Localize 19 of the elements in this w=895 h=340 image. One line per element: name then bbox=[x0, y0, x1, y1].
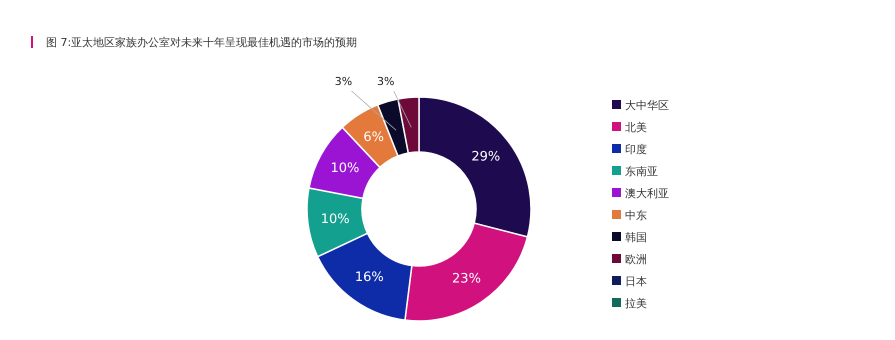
data-label: 10% bbox=[320, 212, 350, 228]
legend-label: 中东 bbox=[625, 209, 647, 222]
data-label: 23% bbox=[452, 271, 481, 286]
legend-label: 日本 bbox=[625, 275, 647, 288]
legend-label: 印度 bbox=[625, 143, 647, 156]
data-label: 16% bbox=[354, 270, 384, 285]
legend-label: 澳大利亚 bbox=[625, 187, 669, 200]
data-label: 29% bbox=[471, 150, 500, 165]
legend-label: 韩国 bbox=[625, 231, 647, 244]
text: 图 7:亚太地区家族办公室对未来十年呈现最佳机遇的市场的预期 bbox=[46, 35, 358, 50]
legend-label: 东南亚 bbox=[625, 165, 658, 178]
data-label: 10% bbox=[330, 160, 360, 176]
legend-label: 北美 bbox=[625, 121, 647, 134]
legend-label: 拉美 bbox=[625, 297, 647, 310]
data-label: 3% bbox=[376, 75, 394, 88]
data-label: 6% bbox=[363, 130, 384, 146]
data-label: 3% bbox=[334, 75, 352, 88]
legend-label: 欧洲 bbox=[625, 253, 647, 266]
legend-label: 大中华区 bbox=[625, 99, 669, 112]
